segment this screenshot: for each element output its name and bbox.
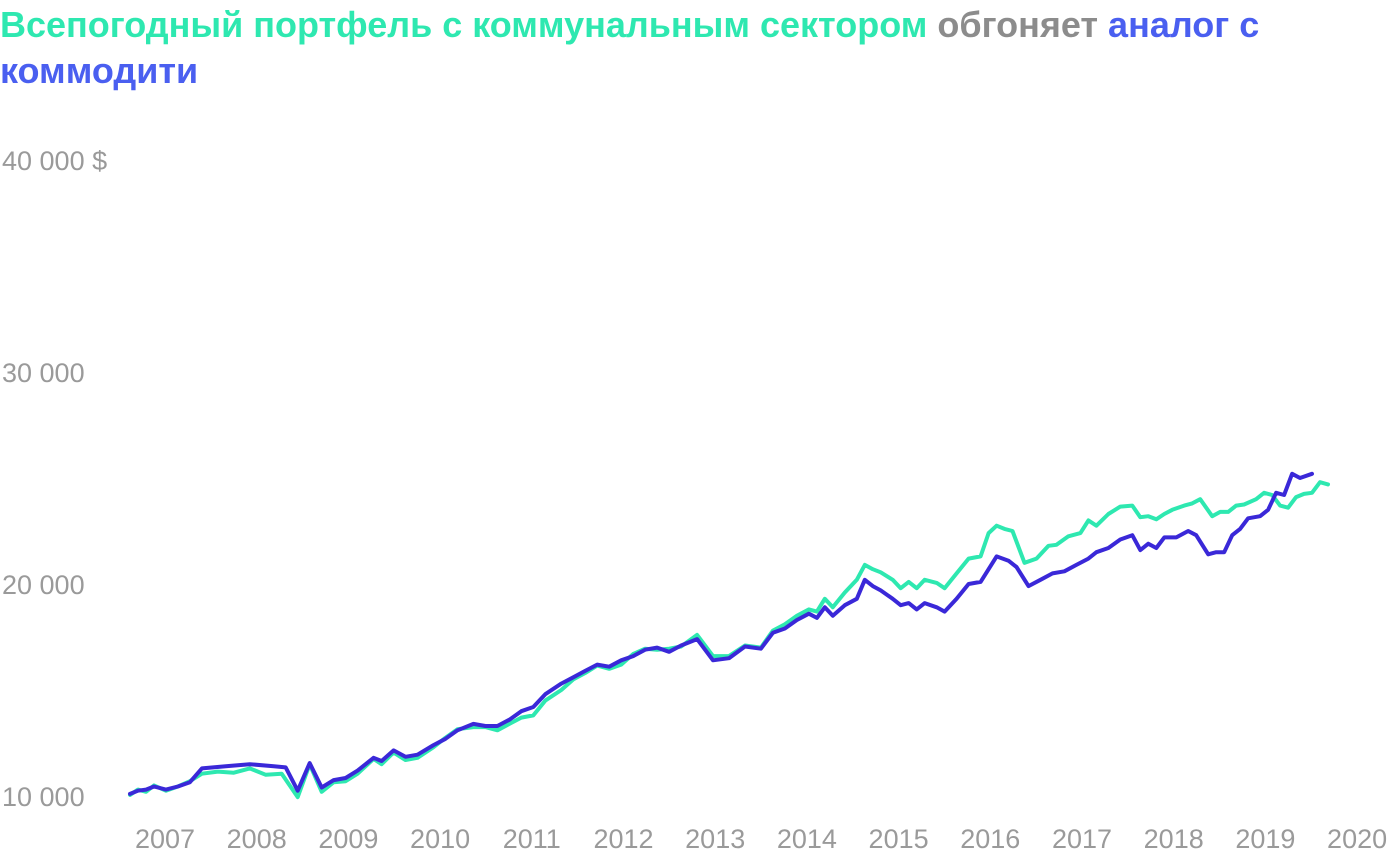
- chart-title: Всепогодный портфель с коммунальным сект…: [0, 2, 1400, 94]
- x-tick-label: 2007: [135, 824, 195, 854]
- x-tick-label: 2015: [869, 824, 929, 854]
- x-tick-label: 2013: [685, 824, 745, 854]
- y-tick-label: 20 000: [2, 570, 85, 600]
- x-tick-label: 2009: [318, 824, 378, 854]
- series-line-commodities: [128, 471, 1314, 796]
- x-axis-labels: 2007 2008 2009 2010 2011 2012 2013 2014 2015 2016…: [135, 824, 1387, 854]
- x-tick-label: 2011: [503, 824, 561, 854]
- y-tick-label: 10 000: [2, 782, 85, 812]
- y-tick-label: 30 000: [2, 358, 85, 388]
- x-tick-label: 2014: [777, 824, 837, 854]
- y-axis-labels: 10 000 20 000 30 000 40 000 $: [2, 146, 107, 812]
- x-tick-label: 2010: [410, 824, 470, 854]
- x-tick-label: 2019: [1235, 824, 1295, 854]
- title-verb-part: обгоняет: [937, 4, 1099, 45]
- x-tick-label: 2017: [1052, 824, 1112, 854]
- series-lines: [128, 471, 1330, 800]
- x-tick-label: 2018: [1144, 824, 1204, 854]
- x-tick-label: 2020: [1327, 824, 1387, 854]
- x-tick-label: 2008: [227, 824, 287, 854]
- x-tick-label: 2012: [593, 824, 653, 854]
- x-tick-label: 2016: [960, 824, 1020, 854]
- y-tick-label: 40 000 $: [2, 146, 107, 176]
- series-line-utilities: [128, 480, 1330, 800]
- title-utilities-part: Всепогодный портфель с коммунальным сект…: [0, 4, 928, 45]
- title-commodities-part: аналог с коммодити: [0, 4, 1260, 91]
